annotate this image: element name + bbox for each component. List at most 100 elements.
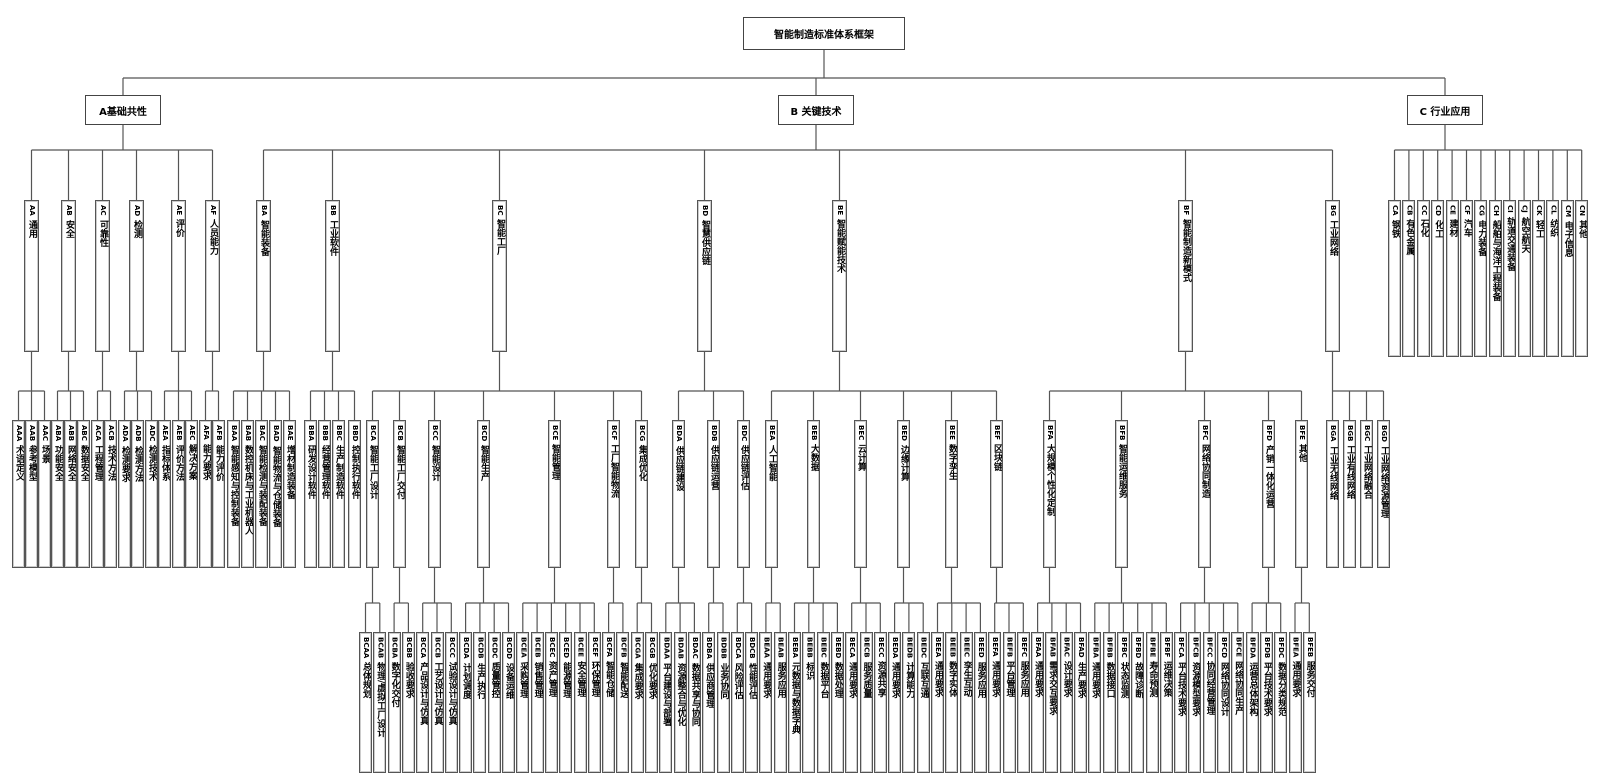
node-name: 优化要求: [647, 662, 657, 699]
node-code: CA: [1391, 205, 1399, 216]
node-BBB: BBB 经营管理软件: [318, 420, 331, 568]
node-code: BEDC: [919, 637, 928, 659]
node-name: 运维决策: [1161, 661, 1172, 698]
node-code: CE: [1448, 205, 1457, 215]
node-code: BFBA: [1091, 637, 1100, 658]
node-BFE: BFE 其他: [1295, 420, 1308, 568]
node-code: BEE: [948, 425, 956, 440]
node-name: 人工智能: [767, 444, 777, 481]
node-code: ACB: [107, 425, 115, 441]
node-BCCB: BCCB 工艺设计与仿真: [430, 632, 444, 773]
node-name: 检测: [132, 220, 142, 239]
node-BGD: BGD 工业网络资源管理: [1377, 420, 1390, 568]
node-name: 需求交互要求: [1047, 661, 1058, 716]
node-name: 云计算: [856, 444, 866, 472]
node-name: 网络协同制造: [1200, 444, 1210, 499]
node-name: 质量管控: [489, 662, 500, 699]
node-code: BFDC: [1277, 637, 1286, 659]
node-ACB: ACB 技术方法: [104, 420, 117, 568]
node-BDBA: BDBA 供应商管理: [702, 632, 716, 773]
node-name: 评价: [174, 219, 184, 238]
node-BGC: BGC 工业网络融合: [1360, 420, 1373, 568]
node-name: 能力评价: [214, 444, 224, 481]
node-BEFA: BEFA 通用要求: [988, 632, 1002, 773]
node-code: ADC: [148, 425, 156, 442]
node-name: 互联互通: [918, 662, 929, 699]
node-name: 产销一体化运营: [1264, 444, 1274, 508]
node-code: BFBC: [1119, 637, 1128, 658]
node-code: BG: [1329, 205, 1337, 217]
node-name: 船舶与海洋工程装备: [1490, 220, 1501, 301]
category-b: B 关键技术: [778, 95, 854, 125]
node-name: 标识: [804, 661, 815, 680]
node-ABB: ABB 网络安全: [64, 420, 77, 568]
node-code: BGC: [1363, 425, 1371, 442]
node-name: 纺织: [1548, 218, 1559, 237]
node-code: BCC: [431, 425, 439, 441]
node-AEA: AEA 指标体系: [158, 420, 171, 568]
node-code: BEFC: [1019, 637, 1028, 658]
node-name: 智能工厂: [495, 219, 505, 256]
node-BEA: BEA 人工智能: [765, 420, 778, 568]
node-code: BCEF: [590, 637, 599, 658]
node-name: 运营总体架构: [1247, 662, 1258, 717]
node-BEC: BEC 云计算: [854, 420, 867, 568]
node-BEEB: BEEB 数字实体: [945, 632, 959, 773]
node-BEBB: BEBB 标识: [802, 632, 816, 773]
node-code: ADB: [134, 425, 142, 442]
node-BECB: BECB 服务质量: [859, 632, 873, 773]
node-code: BCGB: [648, 637, 656, 659]
node-name: 区块链: [992, 443, 1002, 471]
node-BCCC: BCCC 试验设计与仿真: [444, 632, 458, 773]
node-code: BFD: [1265, 425, 1273, 441]
node-code: AAA: [15, 425, 23, 442]
node-code: AD: [133, 205, 141, 217]
node-code: BFC: [1201, 425, 1209, 441]
node-name: 数据接口: [1104, 661, 1115, 698]
node-code: AAB: [28, 425, 36, 442]
node-BECA: BECA 通用要求: [845, 632, 859, 773]
node-BEE: BEE 数字孪生: [945, 420, 958, 568]
node-AE: AE 评价: [171, 200, 186, 352]
node-code: BFDA: [1248, 637, 1257, 659]
node-AAA: AAA 术语定义: [12, 420, 25, 568]
node-ADC: ADC 检测技术: [145, 420, 158, 568]
node-name: 轻工: [1534, 219, 1544, 238]
node-name: 边缘计算: [899, 444, 909, 481]
node-ADA: ADA 检测要求: [118, 420, 131, 568]
node-code: BC: [496, 205, 504, 216]
node-CN: CN 其他: [1575, 200, 1589, 357]
node-BFAD: BFAD 生产要求: [1074, 632, 1087, 773]
node-name: 集成优化: [637, 445, 647, 482]
node-code: BFAA: [1034, 637, 1043, 658]
node-name: 检测技术: [147, 445, 157, 482]
node-name: 智能物流与仓储装备: [271, 445, 281, 527]
node-code: BCEA: [519, 637, 528, 658]
node-BEEC: BEEC 孪生互动: [959, 632, 973, 773]
node-name: 控制执行软件: [350, 445, 360, 500]
node-name: 工业网络资源管理: [1379, 445, 1389, 518]
node-code: CC: [1419, 205, 1428, 216]
node-code: AC: [99, 205, 107, 216]
node-code: AEC: [188, 425, 196, 441]
category-c: C 行业应用: [1407, 95, 1483, 125]
node-BFBD: BFBD 故障诊断: [1131, 632, 1145, 773]
node-name: 总体规划: [361, 662, 371, 699]
node-code: CF: [1463, 205, 1471, 215]
node-CE: CE 建材: [1445, 200, 1459, 357]
node-code: BCDC: [490, 637, 499, 659]
node-BBC: BBC 生产制造软件: [332, 420, 345, 568]
node-name: 工艺设计与仿真: [432, 661, 443, 725]
node-name: 安全管理: [575, 661, 586, 698]
node-BCFA: BCFA 智能仓储: [602, 632, 616, 773]
node-code: BAE: [286, 425, 294, 441]
node-name: 生产要求: [1076, 661, 1086, 698]
node-ACA: ACA 工程管理: [91, 420, 104, 568]
node-code: BEDA: [891, 637, 900, 659]
node-code: AEA: [161, 425, 169, 441]
node-BCC: BCC 智能设计: [428, 420, 441, 568]
node-name: 智能生产: [479, 445, 489, 482]
node-CB: CB 有色金属: [1402, 200, 1416, 357]
node-code: CD: [1434, 205, 1443, 216]
node-code: BEDB: [905, 637, 914, 659]
